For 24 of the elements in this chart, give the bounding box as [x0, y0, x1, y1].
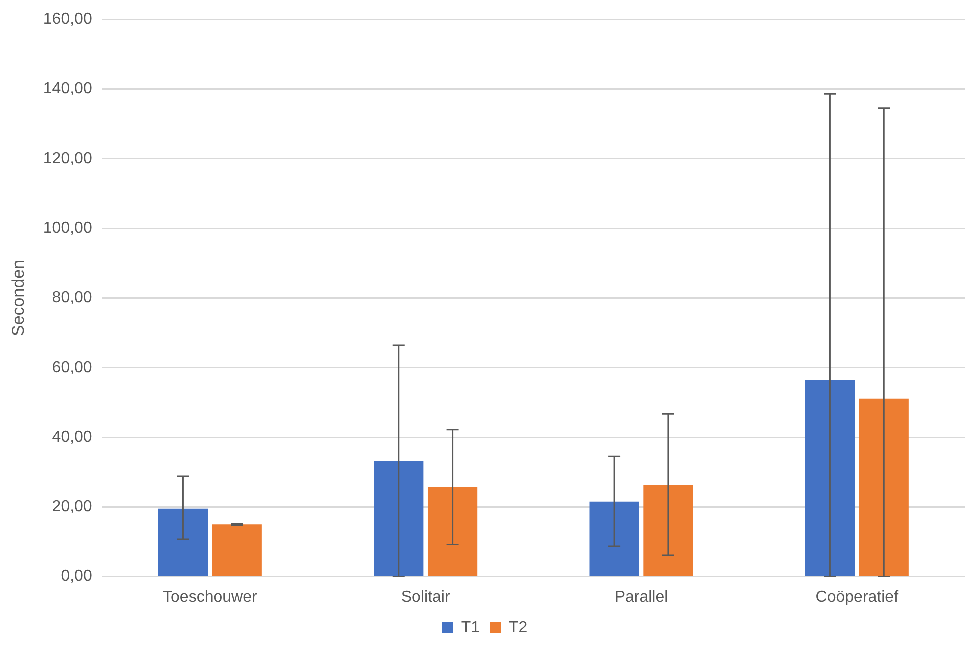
y-tick-label: 120,00: [43, 150, 92, 168]
x-tick-label: Solitair: [401, 588, 451, 606]
y-tick-label: 100,00: [43, 220, 92, 237]
x-tick-label: Coöperatief: [816, 588, 900, 606]
y-tick-label: 20,00: [52, 498, 92, 516]
x-tick-label: Toeschouwer: [163, 588, 258, 606]
bar: [859, 398, 909, 576]
x-tick-label: Parallel: [614, 588, 668, 606]
y-tick-label: 80,00: [52, 290, 92, 307]
bar: [805, 380, 856, 576]
legend-label: T1: [461, 619, 480, 636]
y-tick-label: 40,00: [52, 428, 92, 446]
bar: [374, 461, 424, 576]
legend-label: T2: [509, 619, 528, 636]
y-tick-label: 140,00: [43, 80, 92, 98]
bar: [158, 508, 208, 576]
bar: [644, 485, 694, 576]
y-axis-title: Seconden: [8, 260, 28, 336]
y-tick-label: 0,00: [61, 568, 92, 586]
bar: [590, 502, 640, 576]
bar: [428, 487, 478, 576]
y-tick-label: 60,00: [52, 359, 92, 376]
bar: [212, 524, 262, 576]
y-tick-label: 160,00: [43, 11, 92, 28]
